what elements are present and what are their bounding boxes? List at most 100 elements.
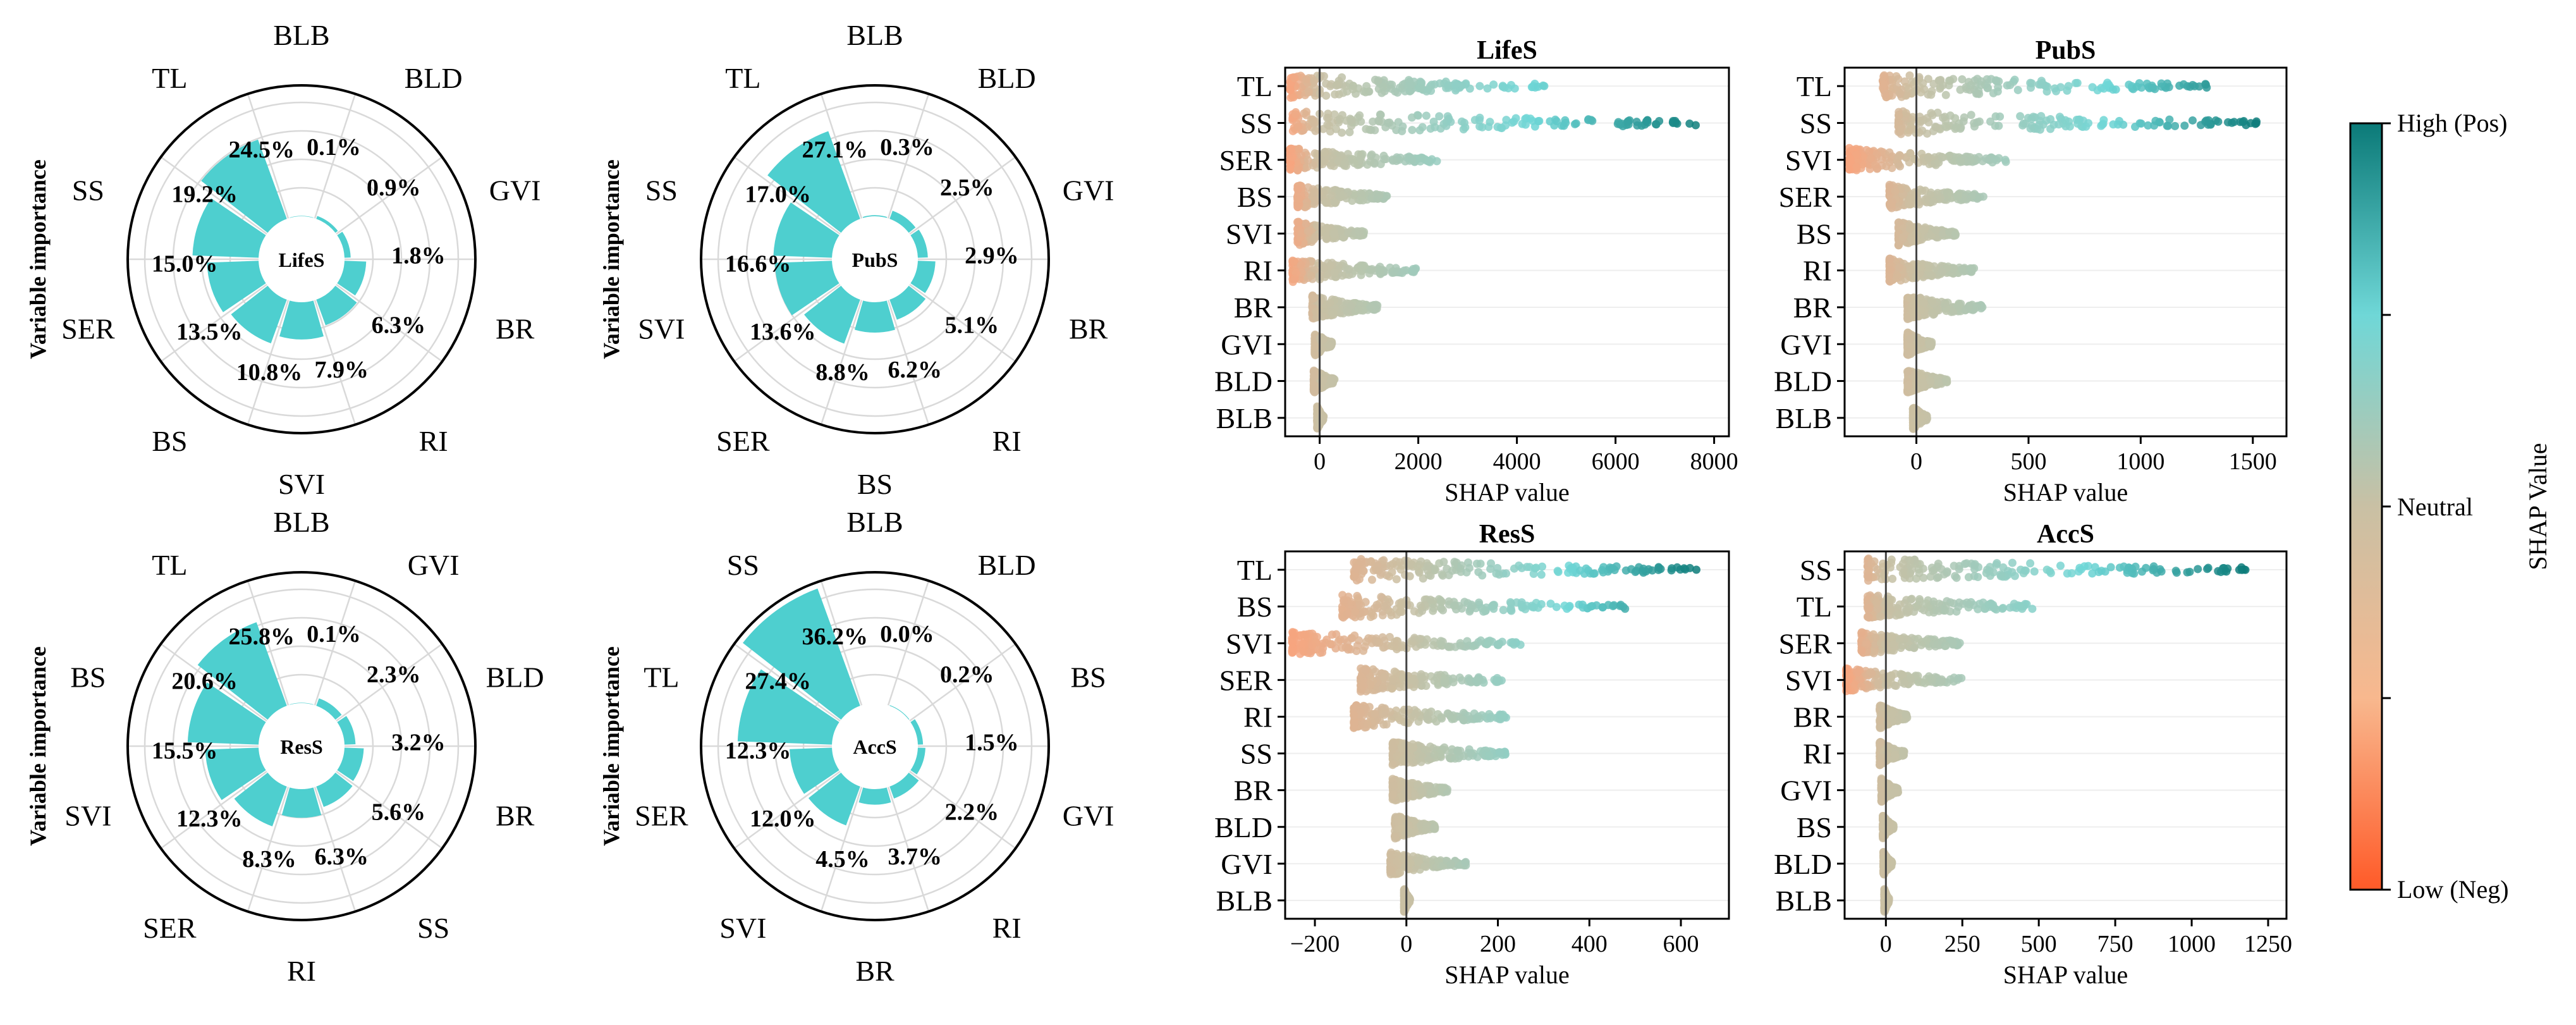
shap-point bbox=[1510, 84, 1519, 93]
shap-point bbox=[1309, 120, 1318, 128]
shap-point bbox=[1462, 568, 1471, 577]
polar-spoke bbox=[336, 643, 443, 722]
x-axis-label: SHAP value bbox=[1444, 478, 1569, 506]
shap-point bbox=[1992, 77, 2001, 85]
polar-spoke bbox=[314, 787, 357, 912]
shap-point bbox=[1310, 200, 1319, 209]
x-tick-label: 4000 bbox=[1493, 448, 1541, 475]
shap-point bbox=[1901, 109, 1910, 118]
shap-point bbox=[1584, 116, 1593, 125]
polar-category-label: BR bbox=[855, 955, 894, 987]
shap-point bbox=[1312, 307, 1321, 316]
polar-category-label: SER bbox=[61, 313, 115, 345]
shap-point bbox=[1408, 676, 1417, 685]
shap-point bbox=[1959, 117, 1968, 126]
shap-point bbox=[1350, 718, 1358, 727]
shap-point bbox=[2252, 119, 2261, 128]
polar-value-label: 3.2% bbox=[391, 730, 446, 756]
shap-point bbox=[1932, 123, 1941, 132]
polar-category-label: BLD bbox=[978, 62, 1036, 94]
shap-point bbox=[1537, 570, 1546, 579]
polar-value-label: 2.2% bbox=[945, 799, 999, 825]
polar-bar-tl bbox=[197, 622, 287, 720]
shap-point bbox=[1879, 80, 1888, 89]
shap-point bbox=[1917, 305, 1926, 314]
shap-point bbox=[1440, 678, 1449, 687]
feature-label: GVI bbox=[1780, 328, 1832, 360]
shap-point bbox=[1952, 123, 1961, 132]
shap-point bbox=[1633, 121, 1642, 130]
shap-point bbox=[1352, 576, 1361, 585]
shap-point bbox=[1356, 189, 1365, 198]
shap-point bbox=[1322, 113, 1331, 122]
plot-frame bbox=[1284, 66, 1730, 438]
polar-category-label: BLB bbox=[273, 506, 329, 538]
shap-point bbox=[1429, 117, 1438, 126]
shap-point bbox=[1510, 564, 1518, 573]
polar-category-label: GVI bbox=[408, 549, 460, 581]
polar-value-label: 0.1% bbox=[307, 621, 361, 648]
shap-point bbox=[1415, 126, 1424, 135]
shap-point bbox=[2211, 116, 2220, 125]
shap-point bbox=[1299, 648, 1308, 656]
shap-point bbox=[1426, 595, 1435, 604]
polar-center-label: PubS bbox=[852, 249, 898, 271]
shap-point bbox=[1437, 598, 1446, 606]
shap-point bbox=[1354, 305, 1363, 314]
shap-point bbox=[1498, 712, 1507, 721]
x-tick-label: 6000 bbox=[1592, 448, 1640, 475]
shap-point bbox=[1288, 145, 1297, 154]
shap-point bbox=[1586, 602, 1595, 611]
shap-point bbox=[1289, 630, 1298, 639]
shap-point bbox=[2230, 118, 2238, 126]
shap-point bbox=[1322, 199, 1331, 207]
shap-point bbox=[1467, 600, 1476, 609]
polar-bar-tl bbox=[737, 669, 839, 745]
shap-point bbox=[2180, 121, 2189, 130]
shap-point bbox=[1867, 154, 1876, 163]
shap-point bbox=[1389, 675, 1398, 684]
polar-category-label: TL bbox=[725, 62, 760, 94]
shap-point bbox=[1560, 601, 1569, 610]
shap-point bbox=[1326, 376, 1335, 385]
polar-value-label: 2.9% bbox=[965, 243, 1019, 269]
polar-value-label: 36.2% bbox=[802, 623, 868, 650]
shap-point bbox=[1348, 197, 1357, 206]
polar-bar-bs bbox=[231, 285, 287, 344]
shap-point bbox=[1383, 601, 1391, 610]
shap-point bbox=[1355, 111, 1364, 120]
shap-point bbox=[1518, 120, 1527, 128]
shap-point bbox=[1882, 162, 1891, 171]
polar-category-label: SVI bbox=[278, 468, 325, 500]
polar-bar-gvi bbox=[910, 747, 925, 775]
polar-chart-ress: 0.1%2.3%3.2%5.6%6.3%8.3%12.3%15.5%20.6%2… bbox=[25, 506, 544, 987]
polar-ylabel: Variable importance bbox=[25, 159, 51, 359]
polar-category-label: SS bbox=[645, 174, 678, 206]
polar-chart-lifes: 0.1%0.9%1.8%6.3%7.9%10.8%13.5%15.0%19.2%… bbox=[25, 19, 541, 500]
shap-point bbox=[2163, 79, 2172, 88]
shap-point bbox=[1546, 117, 1554, 126]
shap-point bbox=[1477, 604, 1486, 613]
shap-point bbox=[1331, 199, 1340, 207]
shap-point bbox=[2072, 78, 2080, 87]
shap-point bbox=[1307, 271, 1315, 280]
polar-value-label: 2.5% bbox=[940, 175, 994, 201]
shap-point bbox=[2188, 116, 2197, 125]
shap-point bbox=[1374, 76, 1383, 85]
shap-point bbox=[1949, 307, 1958, 316]
shap-point bbox=[1355, 227, 1364, 236]
shap-point bbox=[2055, 113, 2064, 121]
shap-point bbox=[2001, 156, 2010, 164]
shap-point bbox=[1475, 82, 1484, 90]
polar-value-label: 1.5% bbox=[965, 730, 1019, 756]
polar-category-label: TL bbox=[644, 661, 679, 693]
shap-point bbox=[2125, 80, 2133, 89]
shap-point bbox=[1474, 568, 1483, 577]
feature-label: BR bbox=[1234, 292, 1273, 324]
polar-bar-ser bbox=[234, 772, 287, 826]
shap-point bbox=[1410, 267, 1419, 276]
shap-point bbox=[1953, 191, 1962, 200]
polar-category-label: BR bbox=[1069, 313, 1108, 345]
shap-point bbox=[1925, 340, 1934, 348]
